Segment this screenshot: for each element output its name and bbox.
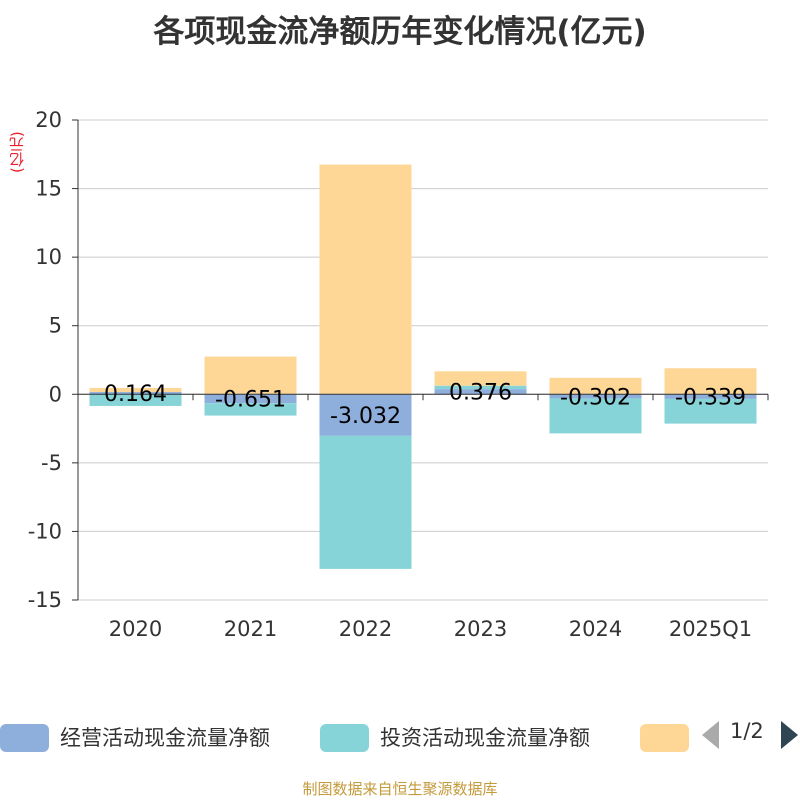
data-label-operating: 0.164 [104, 382, 167, 407]
data-label-operating: -3.032 [330, 404, 401, 429]
x-category-label: 2022 [339, 617, 392, 641]
bar-investing-2021 [204, 403, 297, 416]
legend-prev-page-icon[interactable] [702, 721, 719, 749]
y-tick-label: 0 [49, 382, 62, 406]
y-tick-label: 10 [35, 245, 62, 269]
bar-investing-2025Q1 [664, 398, 757, 424]
y-tick-label: -15 [28, 588, 62, 612]
y-tick-label: 5 [49, 314, 62, 338]
bar-operating-2024 [549, 394, 642, 399]
bar-operating-2022 [319, 394, 412, 436]
y-tick-label: 15 [35, 177, 62, 201]
y-tick-label: -10 [28, 519, 62, 543]
bar-operating-2025Q1 [664, 394, 757, 399]
bar-financing-2020 [89, 387, 182, 393]
data-label-operating: -0.339 [675, 386, 746, 411]
x-category-label: 2021 [224, 617, 277, 641]
bar-financing-2025Q1 [664, 368, 757, 395]
bar-operating-2023 [434, 389, 527, 395]
data-source-footer: 制图数据来自恒生聚源数据库 [302, 780, 498, 798]
bar-investing-2022 [319, 435, 412, 569]
bar-financing-2021 [204, 356, 297, 395]
y-tick-label: -5 [41, 451, 62, 475]
legend-swatch-operating [0, 724, 49, 752]
bar-investing-2020 [89, 394, 182, 406]
bar-investing-2023 [434, 385, 527, 390]
y-tick-label: 20 [35, 108, 62, 132]
legend-swatch-investing [320, 724, 369, 752]
legend-swatch-financing [640, 724, 689, 752]
bar-investing-2024 [549, 398, 642, 434]
legend-next-page-icon[interactable] [781, 721, 798, 749]
x-category-label: 2024 [569, 617, 622, 641]
legend-item-operating[interactable]: 经营活动现金流量净额 [0, 720, 310, 752]
legend: 经营活动现金流量净额 投资活动现金流量净额 [0, 716, 800, 756]
data-label-operating: -0.651 [215, 388, 286, 413]
bar-financing-2023 [434, 371, 527, 386]
legend-item-investing[interactable]: 投资活动现金流量净额 [320, 720, 630, 752]
data-label-operating: 0.376 [449, 381, 512, 406]
x-category-label: 2023 [454, 617, 507, 641]
data-label-operating: -0.302 [560, 385, 631, 410]
chart-plot-area: 20 15 10 5 0 -5 -10 -15 2020 2021 2022 2023 2024 2025… [28, 108, 769, 641]
legend-item-financing[interactable] [640, 720, 690, 752]
bar-operating-2021 [204, 394, 297, 404]
x-category-label: 2025Q1 [669, 617, 752, 641]
legend-label-investing: 投资活动现金流量净额 [380, 726, 590, 750]
legend-label-operating: 经营活动现金流量净额 [60, 726, 270, 750]
bar-financing-2024 [549, 377, 642, 395]
x-category-label: 2020 [109, 617, 162, 641]
bar-financing-2022 [319, 164, 412, 395]
bar-operating-2020 [89, 392, 182, 395]
legend-page-indicator: 1/2 [730, 719, 764, 743]
chart-title: 各项现金流净额历年变化情况(亿元) [153, 14, 647, 50]
